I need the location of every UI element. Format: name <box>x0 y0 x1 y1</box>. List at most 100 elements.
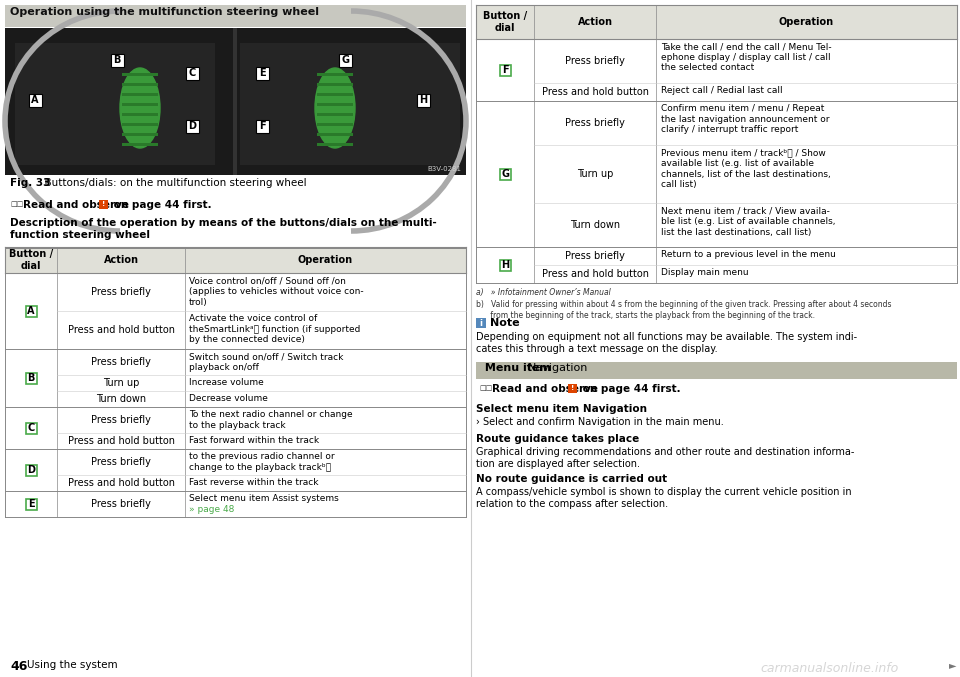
Text: Turn up: Turn up <box>577 169 613 179</box>
Bar <box>339 53 351 66</box>
Text: Select menu item Navigation: Select menu item Navigation <box>476 404 647 414</box>
Bar <box>5 491 466 517</box>
Bar <box>255 120 269 133</box>
Text: Button /
dial: Button / dial <box>9 249 53 271</box>
Text: Route guidance takes place: Route guidance takes place <box>476 434 639 444</box>
Text: G: G <box>501 169 509 179</box>
Text: B3V-0281: B3V-0281 <box>427 166 461 172</box>
Text: Press briefly: Press briefly <box>91 499 151 509</box>
Text: Decrease volume: Decrease volume <box>189 394 268 403</box>
Text: Operation: Operation <box>298 255 353 265</box>
Text: Next menu item / track / View availa-
ble list (e.g. List of available channels,: Next menu item / track / View availa- bl… <box>661 206 835 236</box>
Text: No route guidance is carried out: No route guidance is carried out <box>476 474 667 484</box>
Bar <box>122 133 158 136</box>
Bar <box>499 169 511 179</box>
Text: 46: 46 <box>10 660 28 673</box>
Bar <box>317 83 353 86</box>
Bar <box>5 449 466 491</box>
Text: to the previous radio channel or
change to the playback trackᵇ⧧: to the previous radio channel or change … <box>189 452 335 472</box>
Text: Previous menu item / trackᵇ⧧ / Show
available list (e.g. list of available
chann: Previous menu item / trackᵇ⧧ / Show avai… <box>661 148 830 190</box>
Text: Increase volume: Increase volume <box>189 378 264 387</box>
Text: Press briefly: Press briefly <box>565 56 625 66</box>
Text: H: H <box>501 260 509 270</box>
Text: A: A <box>27 306 35 316</box>
Bar <box>476 318 486 328</box>
Text: Press and hold button: Press and hold button <box>67 478 175 488</box>
Text: !: ! <box>102 202 106 207</box>
Text: B: B <box>113 55 121 65</box>
Text: A: A <box>32 95 38 105</box>
Bar <box>26 372 36 383</box>
Text: b)   Valid for pressing within about 4 s from the beginning of the given track. : b) Valid for pressing within about 4 s f… <box>476 300 892 320</box>
Bar <box>110 53 124 66</box>
Bar <box>26 498 36 510</box>
Bar <box>317 143 353 146</box>
Text: Menu item: Menu item <box>481 363 551 373</box>
Text: C: C <box>188 68 196 78</box>
Bar <box>568 384 577 393</box>
Text: A compass/vehicle symbol is shown to display the current vehicle position in
rel: A compass/vehicle symbol is shown to dis… <box>476 487 852 509</box>
Text: To the next radio channel or change
to the playback track: To the next radio channel or change to t… <box>189 410 352 430</box>
Bar <box>255 66 269 79</box>
Bar <box>122 123 158 126</box>
Text: › Select and confirm Navigation in the main menu.: › Select and confirm Navigation in the m… <box>476 417 724 427</box>
Bar <box>122 93 158 96</box>
Text: Press briefly: Press briefly <box>91 357 151 367</box>
Text: Turn down: Turn down <box>96 394 146 404</box>
Text: Press and hold button: Press and hold button <box>541 87 649 97</box>
Bar <box>185 66 199 79</box>
Text: Voice control on/off / Sound off /on
(applies to vehicles without voice con-
tro: Voice control on/off / Sound off /on (ap… <box>189 276 364 307</box>
Bar <box>26 422 36 433</box>
Text: Switch sound on/off / Switch track
playback on/off: Switch sound on/off / Switch track playb… <box>189 352 344 372</box>
Text: H: H <box>419 95 427 105</box>
Bar <box>122 113 158 116</box>
Bar <box>122 83 158 86</box>
Bar <box>5 407 466 449</box>
Bar <box>476 247 957 283</box>
Text: Button /
dial: Button / dial <box>483 12 527 32</box>
Text: Action: Action <box>578 17 612 27</box>
Text: Read and observe: Read and observe <box>23 200 129 210</box>
Bar <box>122 73 158 76</box>
Bar <box>317 133 353 136</box>
Text: Take the call / end the call / Menu Tel-
ephone display / display call list / ca: Take the call / end the call / Menu Tel-… <box>661 42 831 72</box>
Bar <box>26 305 36 317</box>
Text: Press briefly: Press briefly <box>91 415 151 425</box>
Text: » page 48: » page 48 <box>189 505 234 514</box>
Text: Read and observe: Read and observe <box>492 384 598 394</box>
Text: on page 44 first.: on page 44 first. <box>110 200 211 210</box>
Text: Press and hold button: Press and hold button <box>541 269 649 279</box>
Text: Graphical driving recommendations and other route and destination informa-
tion : Graphical driving recommendations and ot… <box>476 447 854 469</box>
Bar <box>185 120 199 133</box>
Ellipse shape <box>120 68 160 148</box>
Text: Press and hold button: Press and hold button <box>67 436 175 446</box>
Text: Select menu item Assist systems: Select menu item Assist systems <box>189 494 339 503</box>
Bar <box>317 103 353 106</box>
Text: □□: □□ <box>479 385 492 391</box>
Bar <box>5 349 466 407</box>
Bar <box>233 28 237 175</box>
Text: E: E <box>28 499 35 509</box>
Bar <box>5 247 466 249</box>
Text: Fast reverse within the track: Fast reverse within the track <box>189 478 319 487</box>
Bar <box>26 464 36 475</box>
Text: Press briefly: Press briefly <box>91 287 151 297</box>
Text: Fig. 33: Fig. 33 <box>10 178 50 188</box>
Text: G: G <box>341 55 349 65</box>
Text: B: B <box>27 373 35 383</box>
Bar <box>122 103 158 106</box>
Text: Using the system: Using the system <box>27 660 118 670</box>
Text: C: C <box>28 423 35 433</box>
Text: Description of the operation by means of the buttons/dials on the multi-
functio: Description of the operation by means of… <box>10 218 437 240</box>
Bar <box>317 73 353 76</box>
Text: E: E <box>258 68 265 78</box>
Bar <box>499 259 511 271</box>
Text: Operation using the multifunction steering wheel: Operation using the multifunction steeri… <box>10 7 319 17</box>
Text: F: F <box>258 121 265 131</box>
Bar <box>476 101 957 247</box>
Bar <box>417 93 429 106</box>
Text: a)   » Infotainment Owner’s Manual: a) » Infotainment Owner’s Manual <box>476 288 611 297</box>
Bar <box>476 5 957 39</box>
Bar <box>317 123 353 126</box>
Text: D: D <box>27 465 35 475</box>
